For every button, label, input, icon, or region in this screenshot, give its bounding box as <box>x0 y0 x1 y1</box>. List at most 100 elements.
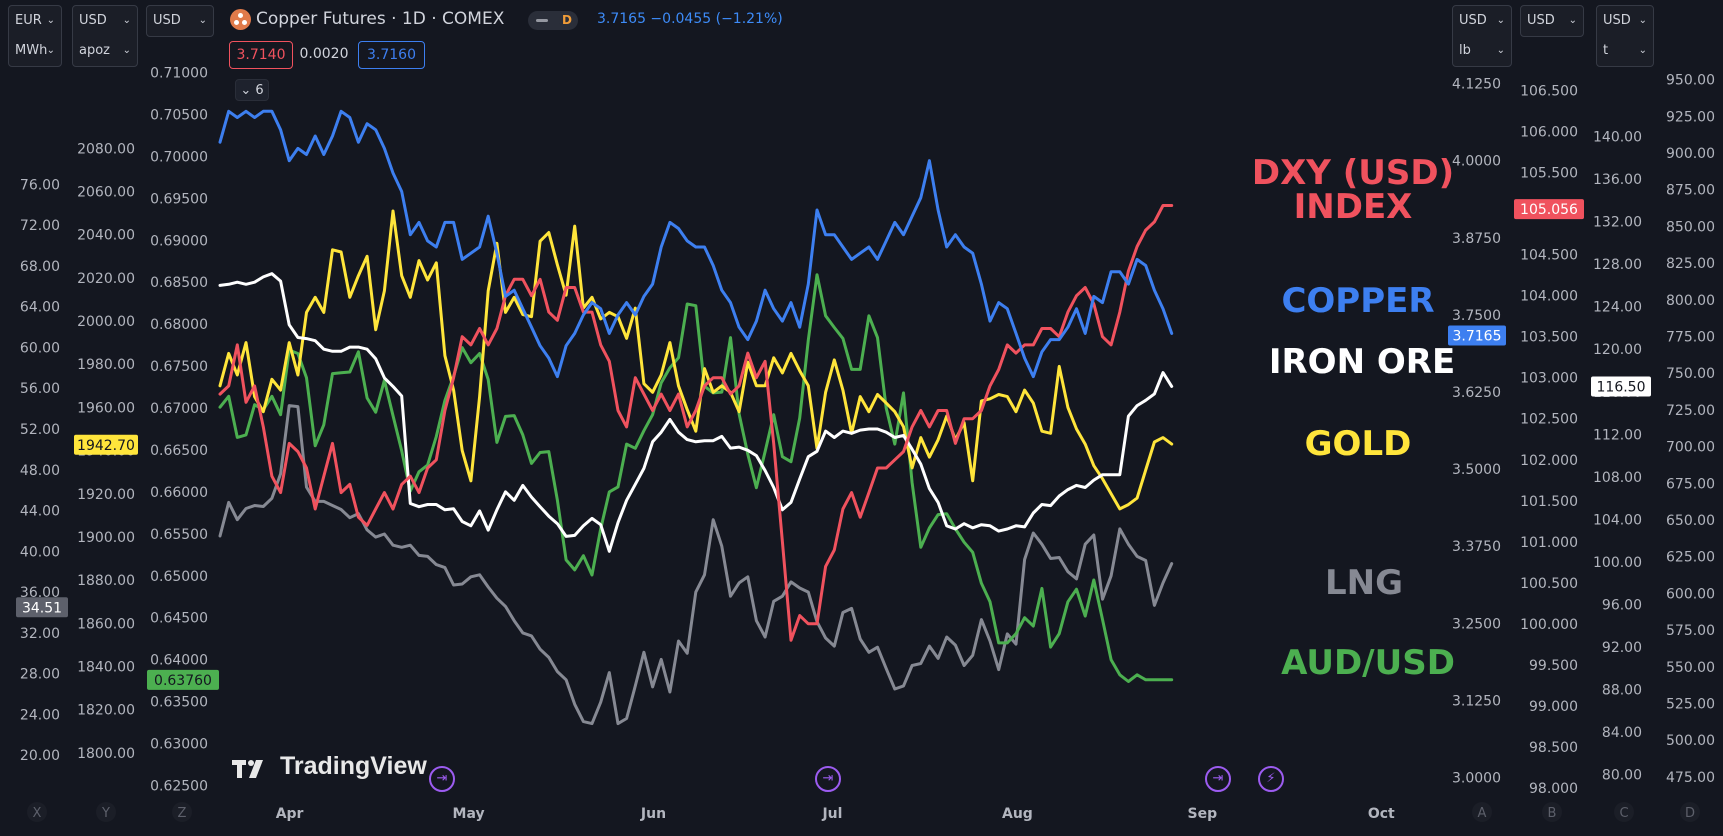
axis-b-tick-label: 100.500 <box>1520 576 1578 592</box>
series-label-lng: LNG <box>1325 563 1403 603</box>
axis-b-tick-label: 104.000 <box>1520 289 1578 305</box>
axis-y-tick-label: 1900.00 <box>77 530 135 546</box>
axis-d-tick-label: 675.00 <box>1666 476 1715 492</box>
price-tag-x <box>16 597 68 618</box>
axis-y-tick-label: 2040.00 <box>77 228 135 244</box>
series-label-dxy-usd-index: INDEX <box>1294 187 1413 227</box>
time-axis-label: Oct <box>1368 806 1395 822</box>
axis-c-tick-label: 108.00 <box>1593 470 1642 486</box>
axis-x-tick-label: 76.00 <box>20 177 60 193</box>
axis-c-tick-label: 136.00 <box>1593 172 1642 188</box>
axis-z-tick-label: 0.64500 <box>150 611 208 627</box>
chart-title[interactable]: Copper Futures · 1D · COMEX <box>256 9 505 29</box>
axis-z-tick-label: 0.66500 <box>150 443 208 459</box>
axis-letter-d: D <box>1685 806 1695 821</box>
axis-x-tick-label: 24.00 <box>20 707 60 723</box>
axis-y-unit-selector[interactable]: USD ⌄ apoz ⌄ <box>72 5 138 67</box>
axis-letter-badge <box>1542 802 1562 822</box>
axis-z-tick-label: 0.69500 <box>150 191 208 207</box>
axis-c-tick-label: 140.00 <box>1593 129 1642 145</box>
axis-b-tick-label: 98.000 <box>1529 781 1578 797</box>
axis-a-tick-label: 3.5000 <box>1452 462 1501 478</box>
axis-a-unit-selector[interactable]: USD ⌄ lb ⌄ <box>1452 5 1512 67</box>
axis-a-tick-label: 3.6250 <box>1452 385 1501 401</box>
chevron-down-icon: ⌄ <box>122 15 131 26</box>
axis-z-tick-label: 0.70000 <box>150 149 208 165</box>
copper-symbol-icon <box>230 9 251 30</box>
axis-y-tick-label: 1800.00 <box>77 746 135 762</box>
ask-price-button[interactable]: 3.7160 <box>358 41 425 69</box>
axis-b-tick-label: 102.000 <box>1520 453 1578 469</box>
price-tag-value-b: 105.056 <box>1520 202 1578 218</box>
axis-z-tick-label: 0.67500 <box>150 359 208 375</box>
axis-x-tick-label: 28.00 <box>20 667 60 683</box>
axis-x-tick-label: 40.00 <box>20 544 60 560</box>
axis-z-tick-label: 0.71000 <box>150 65 208 81</box>
axis-z-unit-selector[interactable]: USD ⌄ <box>146 5 214 37</box>
axis-a-tick-label: 4.1250 <box>1452 77 1501 93</box>
series-line-lng <box>218 404 1174 726</box>
price-tag-value-z: 0.63760 <box>154 673 212 689</box>
chevron-down-icon: ⌄ <box>1638 15 1647 26</box>
price-tag-c <box>1591 376 1651 397</box>
series-line-copper <box>218 109 1174 379</box>
axis-d-tick-label: 750.00 <box>1666 366 1715 382</box>
chevron-down-icon: ⌄ <box>1496 45 1505 56</box>
event-marker-icon[interactable]: ⇥ <box>429 766 455 792</box>
axis-d-tick-label: 700.00 <box>1666 440 1715 456</box>
axis-a-tick-label: 3.1250 <box>1452 693 1501 709</box>
axis-c-tick-label: 124.00 <box>1593 300 1642 316</box>
series-label-dxy-usd-index: DXY (USD) <box>1252 153 1454 193</box>
axis-c-unit: t <box>1603 43 1609 58</box>
axis-c-tick-label: 80.00 <box>1602 768 1642 784</box>
axis-x-unit-selector[interactable]: EUR ⌄ MWh ⌄ <box>8 5 62 67</box>
axis-a-tick-label: 4.0000 <box>1452 154 1501 170</box>
tradingview-logo-text: TradingView <box>280 752 427 780</box>
axis-d-tick-label: 825.00 <box>1666 256 1715 272</box>
axis-a-tick-label: 3.8750 <box>1452 231 1501 247</box>
axis-b-tick-label: 100.000 <box>1520 617 1578 633</box>
axis-a-tick-label: 3.2500 <box>1452 616 1501 632</box>
axis-y-tick-label: 1960.00 <box>77 400 135 416</box>
indicators-collapse-button[interactable]: ⌄ 6 <box>235 79 269 101</box>
axis-x-tick-label: 68.00 <box>20 259 60 275</box>
axis-z-tick-label: 0.68500 <box>150 275 208 291</box>
lightning-event-icon[interactable]: ⚡ <box>1258 766 1284 792</box>
bid-price-button[interactable]: 3.7140 <box>229 41 293 69</box>
axis-letter-z: Z <box>178 806 187 821</box>
spread-value: 0.0020 <box>299 46 349 62</box>
interval-badge: D <box>559 13 575 28</box>
axis-a-currency: USD <box>1459 13 1487 28</box>
axis-d-tick-label: 950.00 <box>1666 73 1715 89</box>
axis-letter-badge <box>1680 802 1700 822</box>
axis-x-tick-label: 32.00 <box>20 626 60 642</box>
series-label-copper: COPPER <box>1281 281 1434 321</box>
axis-c-tick-label: 104.00 <box>1593 512 1642 528</box>
axis-y-tick-label: 1920.00 <box>77 487 135 503</box>
chevron-down-icon: ⌄ <box>198 15 207 26</box>
axis-c-unit-selector[interactable]: USD ⌄ t ⌄ <box>1596 5 1654 67</box>
axis-y-tick-label: 1860.00 <box>77 616 135 632</box>
axis-z-tick-label: 0.64000 <box>150 653 208 669</box>
time-axis-label: Aug <box>1002 806 1033 822</box>
axis-b-tick-label: 101.500 <box>1520 494 1578 510</box>
axis-c-tick-label: 88.00 <box>1602 683 1642 699</box>
axis-letter-x: X <box>33 806 42 821</box>
axis-y-tick-label: 2080.00 <box>77 141 135 157</box>
price-tag-b <box>1514 199 1584 220</box>
chevron-down-icon: ⌄ <box>240 83 256 98</box>
axis-b-unit-selector[interactable]: USD ⌄ <box>1520 5 1584 37</box>
axis-z-tick-label: 0.65000 <box>150 569 208 585</box>
time-axis-label: May <box>453 806 485 822</box>
axis-d-tick-label: 900.00 <box>1666 146 1715 162</box>
event-marker-icon[interactable]: ⇥ <box>815 766 841 792</box>
axis-d-tick-label: 775.00 <box>1666 330 1715 346</box>
event-marker-icon[interactable]: ⇥ <box>1205 766 1231 792</box>
visibility-toggle[interactable]: D <box>528 11 578 30</box>
axis-d-tick-label: 525.00 <box>1666 697 1715 713</box>
axis-x-tick-label: 60.00 <box>20 340 60 356</box>
axis-c-tick-label: 132.00 <box>1593 215 1642 231</box>
axis-y-currency: USD <box>79 13 107 28</box>
axis-d-tick-label: 800.00 <box>1666 293 1715 309</box>
